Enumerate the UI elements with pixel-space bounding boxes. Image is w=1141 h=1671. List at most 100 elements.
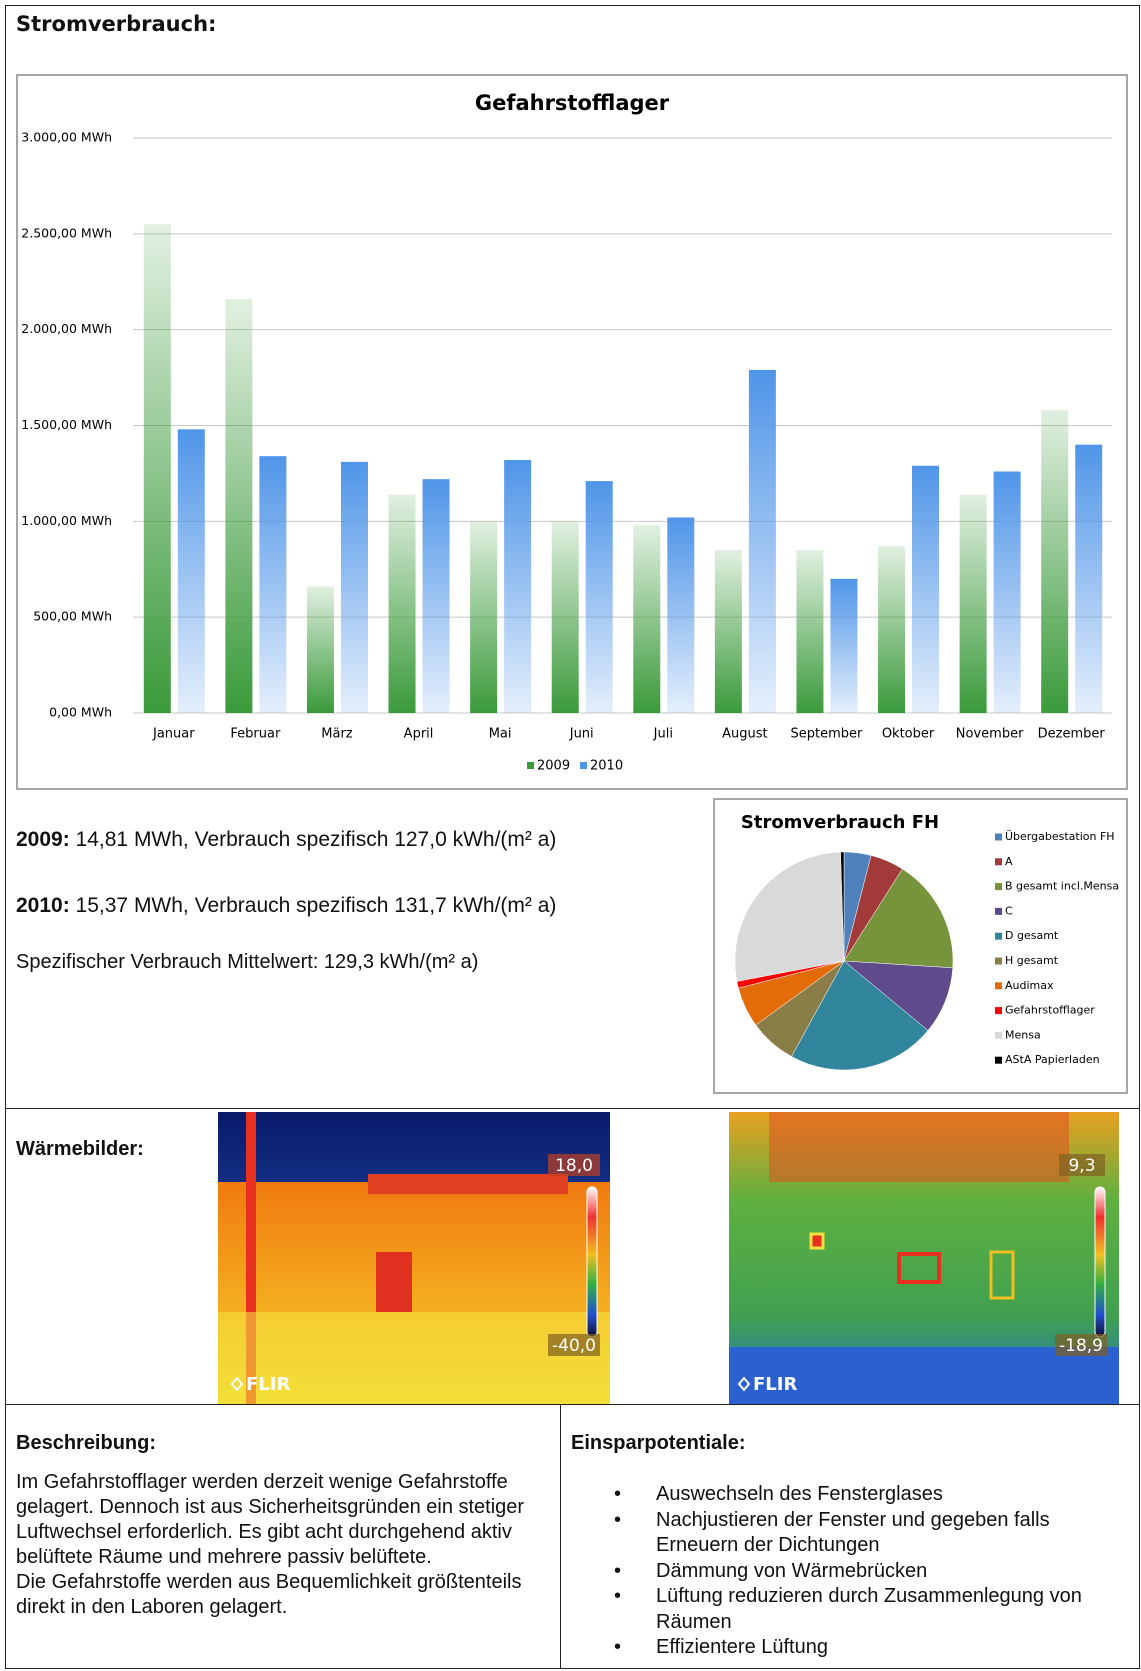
- logo: FLIR: [246, 1374, 290, 1395]
- stat-line: 2009: 14,81 MWh, Verbrauch spezifisch 12…: [16, 828, 556, 852]
- list-item: Dämmung von Wärmebrücken: [614, 1559, 1134, 1585]
- label-bg: [548, 1154, 600, 1176]
- x-tick-label: August: [722, 727, 768, 742]
- stat-text: 15,37 MWh, Verbrauch spezifisch 131,7 kW…: [69, 894, 557, 917]
- label-bg: [1059, 1154, 1105, 1176]
- bar: [1075, 444, 1103, 713]
- logo-icon: [737, 1376, 751, 1392]
- x-tick-label: Mai: [489, 727, 512, 742]
- y-tick-label: 0,00 MWh: [49, 705, 112, 720]
- bar: [225, 299, 253, 713]
- logo-icon: [230, 1376, 244, 1392]
- x-tick-label: Juni: [569, 727, 594, 742]
- x-tick-label: September: [791, 727, 864, 742]
- legend-label: D gesamt: [1005, 929, 1059, 942]
- legend-label: AStA Papierladen: [1005, 1053, 1100, 1066]
- y-tick-label: 1.000,00 MWh: [21, 513, 112, 528]
- bar: [748, 369, 776, 713]
- x-tick-label: Februar: [230, 727, 281, 742]
- legend-label: 2010: [590, 759, 623, 774]
- temp-max: 18,0: [555, 1156, 593, 1176]
- pole: [246, 1112, 256, 1404]
- stat-label: 2009:: [16, 828, 70, 851]
- legend-label: Audimax: [1005, 979, 1054, 992]
- x-tick-label: April: [404, 727, 434, 742]
- bar: [585, 481, 613, 713]
- stat-label: 2010:: [16, 894, 70, 917]
- bar: [830, 578, 858, 713]
- pie-slice: [791, 960, 929, 1071]
- bar: [1041, 410, 1069, 713]
- bar: [504, 460, 532, 713]
- description: Im Gefahrstofflager werden derzeit wenig…: [16, 1470, 551, 1620]
- y-tick-label: 1.500,00 MWh: [21, 417, 112, 432]
- legend-swatch: [995, 1056, 1002, 1064]
- legend-swatch: [995, 907, 1002, 915]
- bar: [878, 546, 906, 713]
- bar-chart: Gefahrstofflager 0,00 MWh 500,00 MWh 1.000…: [16, 74, 1128, 790]
- label-bg: [1055, 1334, 1107, 1356]
- temp-min: -40,0: [552, 1336, 596, 1356]
- roof: [368, 1174, 568, 1194]
- bar: [959, 494, 987, 713]
- list-item: Nachjustieren der Fenster und gegeben fa…: [614, 1508, 1134, 1559]
- legend-swatch: [995, 858, 1002, 866]
- door: [989, 1250, 1015, 1300]
- section-title: Wärmebilder:: [16, 1138, 144, 1160]
- bar: [259, 456, 287, 713]
- legend-label: Übergabestation FH: [1005, 830, 1115, 843]
- color-scale: [586, 1186, 598, 1338]
- x-tick-label: Dezember: [1038, 727, 1106, 742]
- section-title: Einsparpotentiale:: [571, 1432, 746, 1454]
- bar: [714, 550, 742, 713]
- divider: [5, 1108, 1140, 1109]
- label-bg: [548, 1334, 600, 1356]
- thermal-image: 9,3 -18,9 FLIR: [729, 1112, 1119, 1404]
- x-tick-label: Oktober: [882, 727, 935, 742]
- legend-swatch: [995, 1007, 1002, 1015]
- bar: [422, 479, 450, 713]
- bar: [796, 550, 824, 713]
- savings-list: Auswechseln des FensterglasesNachjustier…: [614, 1482, 1134, 1661]
- bar: [470, 521, 498, 713]
- pie-slice: [843, 868, 954, 969]
- legend-swatch: [995, 833, 1002, 841]
- x-tick-label: November: [956, 727, 1024, 742]
- legend-label: B gesamt incl.Mensa: [1005, 880, 1119, 893]
- chart-title: Gefahrstofflager: [475, 91, 670, 115]
- legend-label: Gefahrstofflager: [1005, 1004, 1095, 1017]
- paragraph: Im Gefahrstofflager werden derzeit wenig…: [16, 1471, 525, 1568]
- temp-max: 9,3: [1068, 1156, 1095, 1176]
- bar: [551, 521, 579, 713]
- bar: [388, 494, 416, 713]
- legend-swatch: [527, 762, 534, 769]
- temp-min: -18,9: [1059, 1336, 1103, 1356]
- page-frame: [5, 5, 1140, 1669]
- bar: [633, 525, 661, 713]
- y-tick-label: 2.000,00 MWh: [21, 321, 112, 336]
- stat-line: 2010: 15,37 MWh, Verbrauch spezifisch 13…: [16, 894, 556, 918]
- section-title: Stromverbrauch:: [16, 12, 217, 36]
- legend-swatch: [995, 982, 1002, 990]
- logo: FLIR: [753, 1374, 797, 1395]
- x-tick-label: März: [321, 727, 353, 742]
- legend-label: Mensa: [1005, 1028, 1041, 1041]
- pie-slice: [840, 851, 845, 962]
- x-tick-label: Januar: [152, 727, 195, 742]
- legend-label: 2009: [537, 759, 570, 774]
- legend-label: A: [1005, 855, 1013, 868]
- x-tick-label: Juli: [653, 727, 673, 742]
- bar: [340, 461, 368, 713]
- legend-swatch: [995, 932, 1002, 940]
- bar: [306, 586, 334, 713]
- legend-swatch: [995, 883, 1002, 891]
- y-tick-label: 2.500,00 MWh: [21, 225, 112, 240]
- stat-text: 14,81 MWh, Verbrauch spezifisch 127,0 kW…: [69, 828, 557, 851]
- bar: [912, 465, 940, 713]
- pie-chart: Stromverbrauch FH Übergabestation FH A B g…: [713, 798, 1128, 1094]
- windows: [769, 1112, 1069, 1182]
- stat-text: Spezifischer Verbrauch Mittelwert: 129,3…: [16, 951, 479, 973]
- color-scale: [1094, 1186, 1106, 1338]
- divider: [560, 1404, 561, 1669]
